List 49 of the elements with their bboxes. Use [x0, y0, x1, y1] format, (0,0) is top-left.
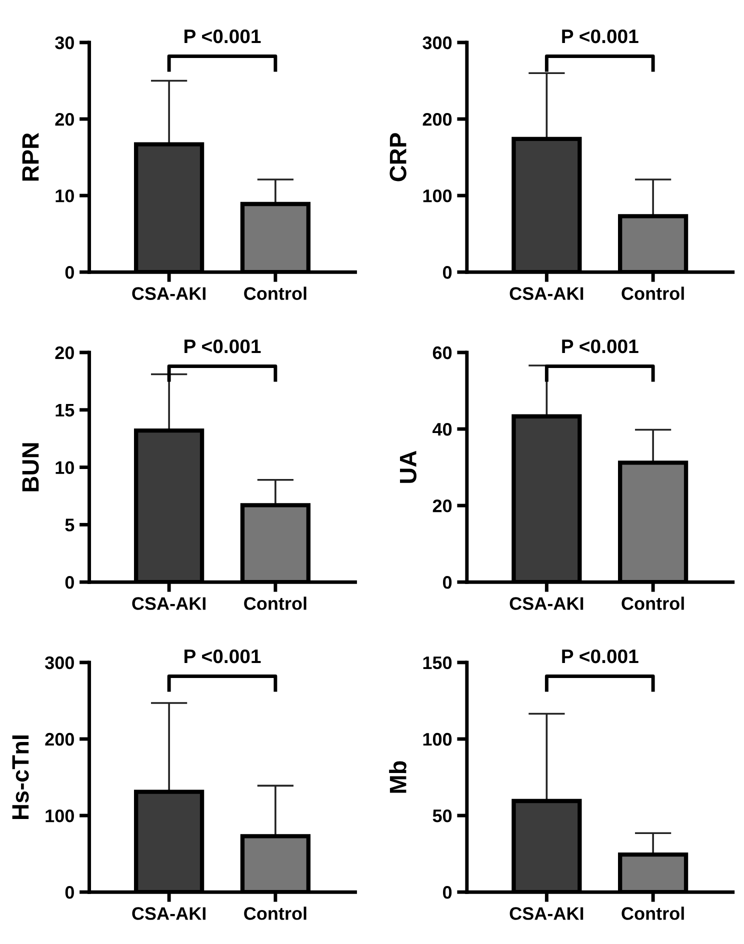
- x-tick-label: Control: [244, 286, 306, 300]
- y-tick-label: 0: [442, 576, 452, 589]
- annotation: P <0.001: [184, 29, 261, 44]
- y-tick-label: 0: [65, 576, 74, 589]
- x-tick-label: CSA-AKI: [510, 287, 584, 300]
- x-tick-label: Control: [244, 596, 306, 610]
- y-tick-label: 150: [423, 656, 452, 670]
- y-tick-label: 10: [56, 461, 74, 474]
- y-axis-title: BUN: [22, 443, 39, 492]
- y-tick-label: 100: [423, 189, 452, 202]
- y-tick-label: 30: [55, 36, 74, 50]
- x-tick-label: Control: [622, 596, 684, 610]
- y-tick-label: 20: [55, 346, 74, 360]
- y-tick-label: 10: [56, 189, 74, 202]
- annotation: P <0.001: [184, 649, 261, 664]
- y-tick-label: 0: [65, 266, 74, 279]
- annotation: P <0.001: [562, 649, 638, 664]
- x-tick-label: CSA-AKI: [510, 597, 584, 610]
- x-tick-label: CSA-AKI: [510, 907, 584, 920]
- x-tick-label: Control: [622, 906, 684, 920]
- annotation: P <0.001: [184, 339, 261, 354]
- y-tick-label: 20: [55, 112, 74, 126]
- y-tick-label: 300: [44, 656, 74, 670]
- y-tick-label: 5: [65, 518, 74, 532]
- y-tick-label: 40: [432, 422, 452, 436]
- y-tick-label: 60: [432, 346, 452, 360]
- y-tick-label: 100: [46, 809, 74, 822]
- x-tick-label: CSA-AKI: [132, 287, 206, 300]
- y-tick-label: 50: [432, 809, 452, 822]
- y-tick-label: 300: [422, 36, 452, 50]
- y-axis-title: Hs-cTnI: [12, 736, 29, 819]
- y-tick-label: 100: [423, 732, 452, 746]
- y-tick-label: 0: [442, 886, 452, 899]
- y-axis-title: UA: [400, 450, 416, 483]
- annotation: P <0.001: [562, 339, 638, 354]
- x-tick-label: Control: [622, 286, 684, 300]
- x-tick-label: Control: [244, 906, 306, 920]
- x-tick-label: CSA-AKI: [132, 597, 206, 610]
- y-tick-label: 20: [432, 499, 452, 512]
- annotation: P <0.001: [562, 29, 638, 44]
- y-axis-title: Mb: [389, 761, 406, 793]
- y-tick-label: 200: [45, 732, 74, 746]
- y-axis-title: RPR: [22, 132, 39, 181]
- y-axis-title: CRP: [390, 133, 406, 182]
- y-tick-label: 200: [422, 112, 452, 126]
- y-tick-label: 0: [65, 886, 74, 899]
- y-tick-label: 15: [56, 404, 74, 417]
- x-tick-label: CSA-AKI: [132, 907, 206, 920]
- y-tick-label: 0: [442, 266, 452, 279]
